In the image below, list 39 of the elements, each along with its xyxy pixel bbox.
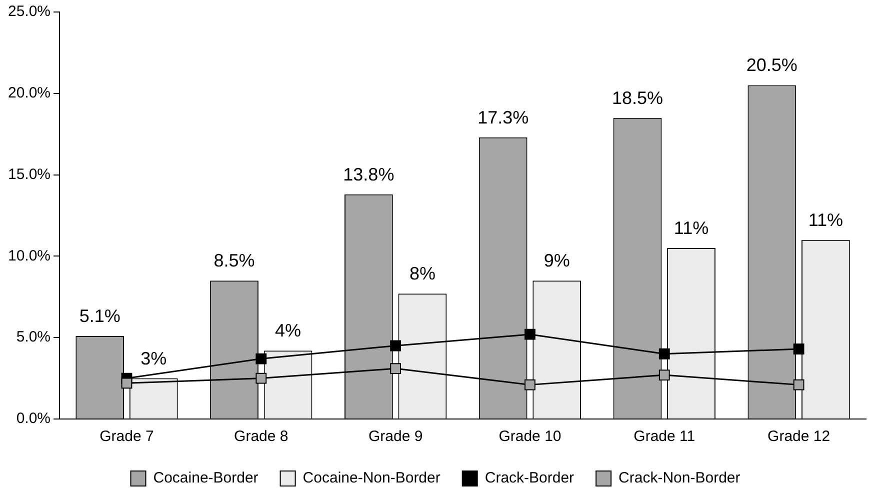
- point: [793, 344, 804, 354]
- data-label: 8%: [409, 264, 436, 284]
- legend-label: Crack-Non-Border: [618, 470, 740, 487]
- point: [793, 379, 804, 390]
- y-tick-label: 15.0%: [8, 166, 51, 183]
- x-tick-label: Grade 12: [768, 428, 830, 446]
- data-label: 13.8%: [343, 164, 394, 184]
- data-label: 11%: [808, 210, 844, 230]
- point: [390, 363, 402, 374]
- x-tick-label: Grade 8: [234, 428, 288, 446]
- point: [658, 370, 670, 380]
- data-label: 20.5%: [746, 55, 798, 76]
- x-tick-label: Grade 10: [498, 428, 562, 446]
- data-label: 8.5%: [214, 250, 255, 271]
- y-tick-label: 0.0%: [16, 410, 51, 428]
- legend-label: Cocaine-Border: [153, 470, 258, 487]
- point: [121, 378, 132, 389]
- point: [524, 379, 536, 390]
- data-label: 18.5%: [612, 88, 664, 108]
- data-label: 9%: [544, 250, 570, 271]
- point: [256, 353, 267, 364]
- data-label: 4%: [275, 320, 302, 341]
- data-label: 5.1%: [79, 306, 120, 326]
- point: [390, 340, 402, 352]
- data-label: 11%: [674, 218, 709, 238]
- x-tick-label: Grade 7: [100, 428, 154, 446]
- legend-label: Crack-Border: [484, 470, 574, 487]
- legend-label: Cocaine-Non-Border: [302, 470, 440, 487]
- point: [524, 328, 536, 340]
- data-label: 17.3%: [478, 107, 529, 128]
- x-tick-label: Grade 9: [368, 428, 423, 446]
- y-tick-label: 25.0%: [8, 3, 51, 20]
- point: [658, 348, 670, 360]
- x-tick-label: Grade 11: [634, 428, 696, 446]
- y-tick-label: 10.0%: [8, 247, 51, 264]
- data-label: 3%: [140, 348, 167, 368]
- point: [256, 372, 267, 384]
- y-tick-label: 20.0%: [8, 84, 51, 102]
- y-tick-label: 5.0%: [16, 328, 51, 346]
